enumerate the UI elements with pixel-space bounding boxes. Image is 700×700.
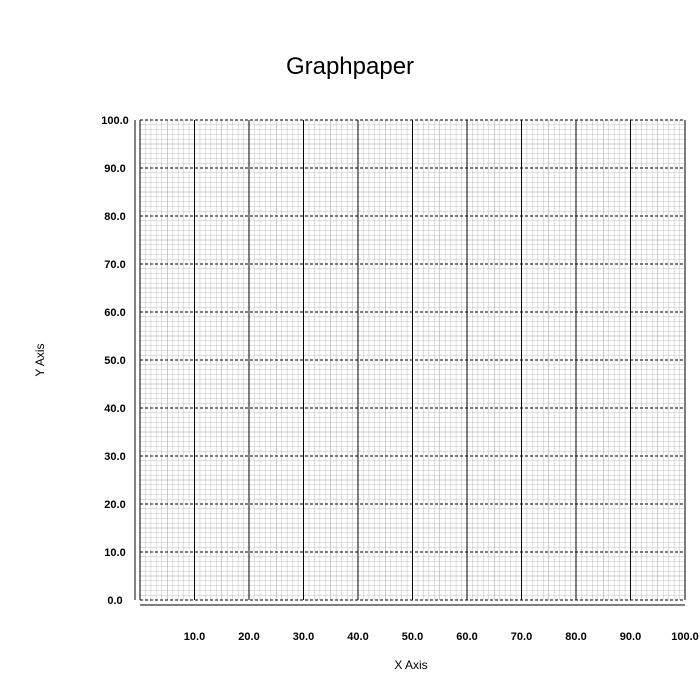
y-tick-label: 0.0 — [107, 595, 122, 607]
x-axis-title: X Axis — [394, 658, 427, 672]
x-tick-label: 10.0 — [184, 631, 205, 643]
x-tick-label: 20.0 — [238, 631, 259, 643]
x-tick-label: 80.0 — [565, 631, 586, 643]
x-tick-labels: 10.0 20.0 30.0 40.0 50.0 60.0 70.0 80.0 90.0 100.… — [184, 631, 699, 643]
x-tick-label: 30.0 — [293, 631, 314, 643]
y-tick-label: 20.0 — [104, 499, 125, 511]
y-tick-label: 40.0 — [104, 403, 125, 415]
y-tick-label: 50.0 — [104, 355, 125, 367]
x-tick-label: 70.0 — [511, 631, 532, 643]
y-tick-label: 100.0 — [101, 115, 129, 127]
y-tick-label: 30.0 — [104, 451, 125, 463]
chart-title: Graphpaper — [286, 53, 414, 80]
y-tick-label: 10.0 — [104, 547, 125, 559]
y-tick-label: 80.0 — [104, 211, 125, 223]
major-grid — [139, 119, 686, 601]
y-axis-title: Y Axis — [33, 343, 47, 376]
x-tick-label: 60.0 — [456, 631, 477, 643]
x-tick-label: 50.0 — [402, 631, 423, 643]
y-tick-label: 90.0 — [104, 163, 125, 175]
y-tick-labels: 0.0 10.0 20.0 30.0 40.0 50.0 60.0 70.0 80.0 90.0 1… — [101, 115, 129, 607]
x-tick-label: 100.0 — [671, 631, 699, 643]
y-tick-label: 60.0 — [104, 307, 125, 319]
y-tick-label: 70.0 — [104, 259, 125, 271]
x-tick-label: 90.0 — [620, 631, 641, 643]
x-tick-label: 40.0 — [347, 631, 368, 643]
